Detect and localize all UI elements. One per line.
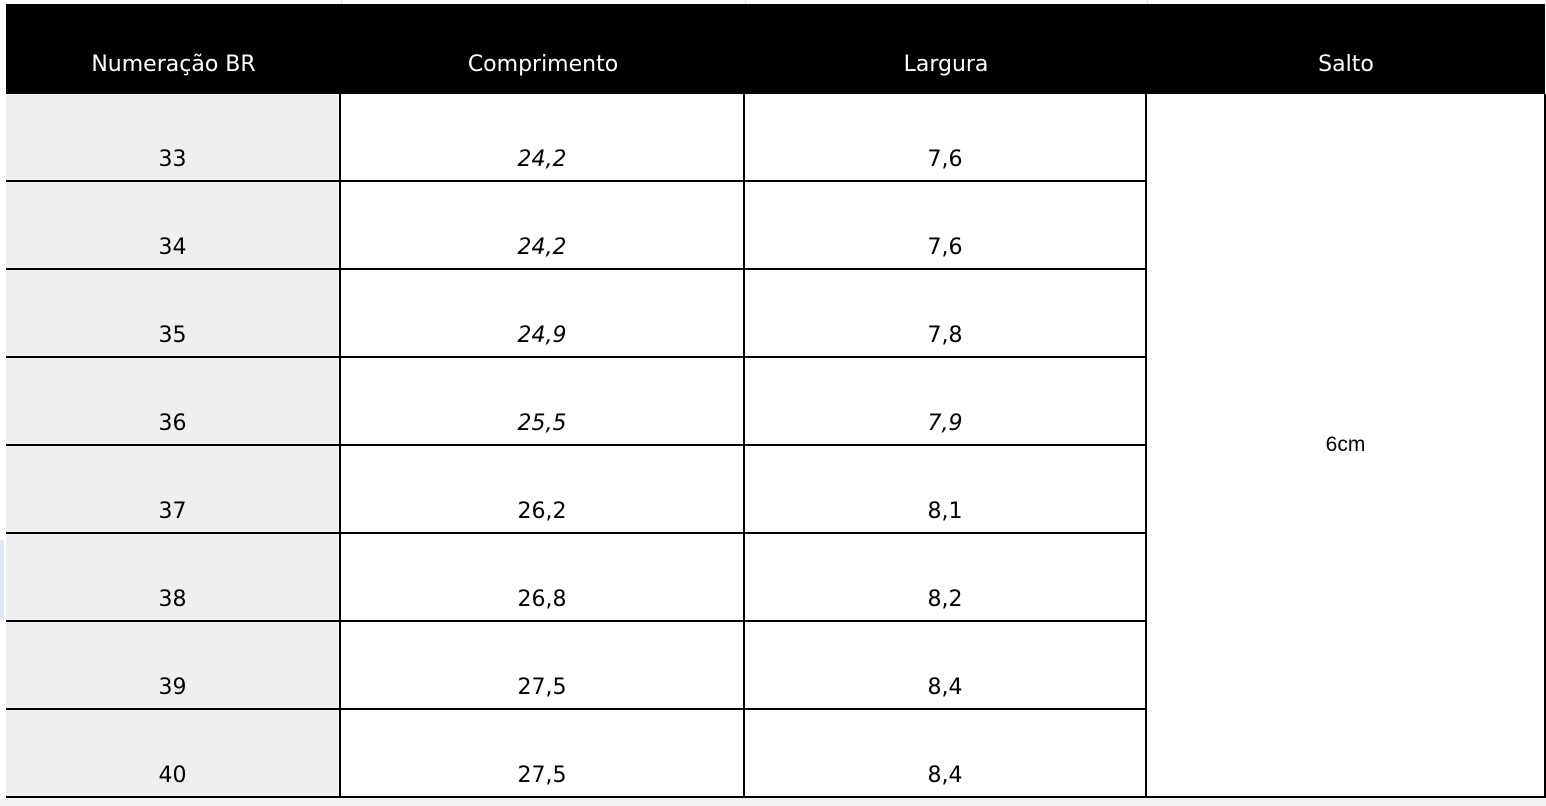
table-cell: 34 <box>6 182 341 270</box>
empty-row <box>0 798 1546 806</box>
table-cell: 8,4 <box>745 710 1147 798</box>
table-cell: 26,8 <box>341 534 745 622</box>
table-cell: 24,2 <box>341 182 745 270</box>
table-cell: 35 <box>6 270 341 358</box>
table-cell: 36 <box>6 358 341 446</box>
table-cell: 8,4 <box>745 622 1147 710</box>
header-cell: Largura <box>745 4 1147 94</box>
grid-line <box>341 0 342 4</box>
table-cell: 25,5 <box>341 358 745 446</box>
header-cell: Comprimento <box>341 4 745 94</box>
header-cell: Numeração BR <box>6 4 341 94</box>
selection-edge <box>0 540 4 620</box>
table-cell: 7,8 <box>745 270 1147 358</box>
table-cell: 26,2 <box>341 446 745 534</box>
table-cell: 24,2 <box>341 94 745 182</box>
table-cell: 24,9 <box>341 270 745 358</box>
merged-cell: 6cm <box>1147 94 1546 798</box>
header-cell: Salto <box>1147 4 1545 94</box>
table-cell: 37 <box>6 446 341 534</box>
table-cell: 8,1 <box>745 446 1147 534</box>
table-cell: 38 <box>6 534 341 622</box>
table-cell: 7,9 <box>745 358 1147 446</box>
table-cell: 39 <box>6 622 341 710</box>
table-cell: 8,2 <box>745 534 1147 622</box>
grid-line <box>1147 0 1148 4</box>
table-cell: 7,6 <box>745 182 1147 270</box>
table-cell: 27,5 <box>341 710 745 798</box>
table-cell: 7,6 <box>745 94 1147 182</box>
table-cell: 33 <box>6 94 341 182</box>
table-cell: 27,5 <box>341 622 745 710</box>
table-cell: 40 <box>6 710 341 798</box>
grid-line <box>745 0 746 4</box>
